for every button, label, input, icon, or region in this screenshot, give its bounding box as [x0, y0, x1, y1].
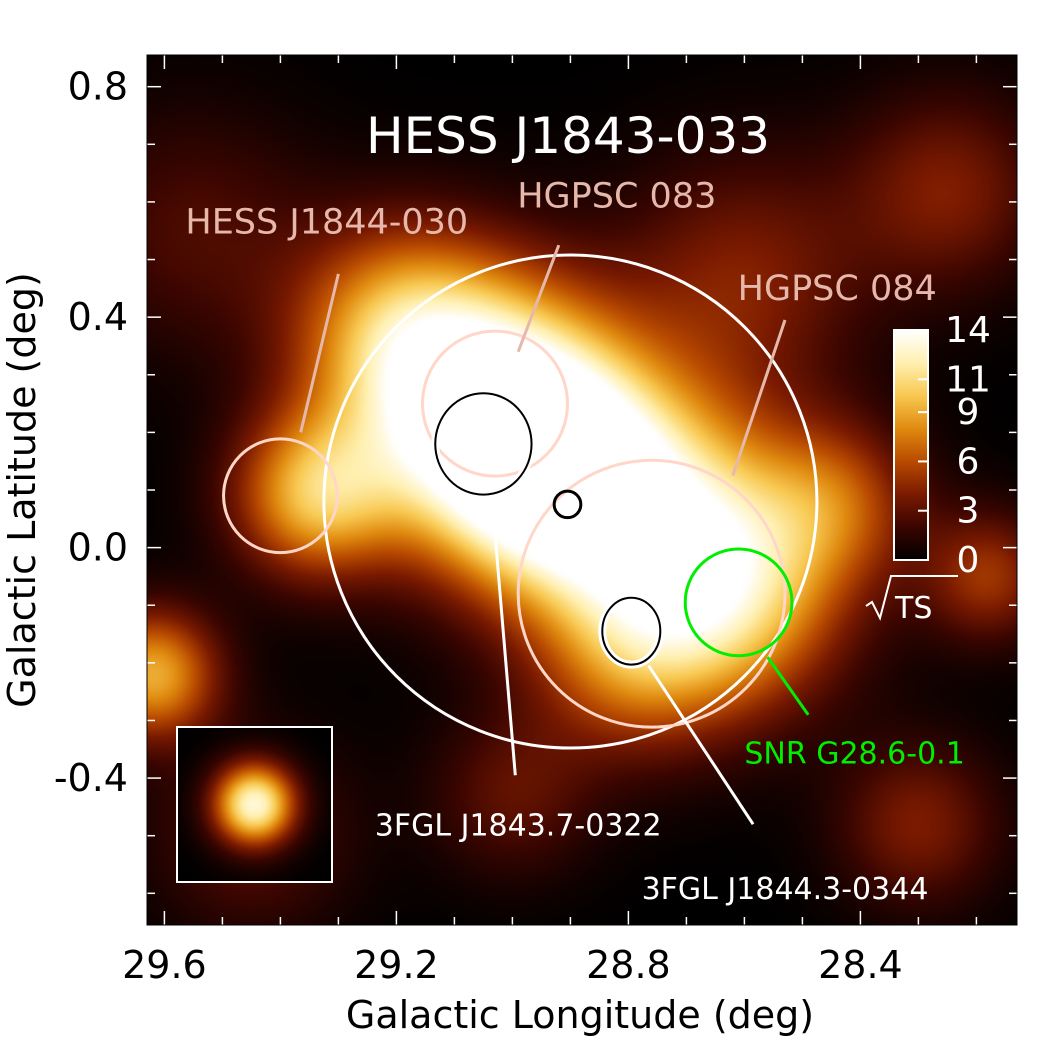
label-3fgl-j1844-3-0344: 3FGL J1844.3-0344 [642, 872, 929, 907]
plot-frame [146, 54, 1018, 926]
y-axis-label: Galactic Latitude (deg) [0, 272, 44, 708]
colorbar-label: TS [894, 591, 932, 626]
plot-title: HESS J1843-033 [366, 107, 770, 165]
region-hgpsc-083 [421, 329, 569, 478]
psf-inset-image [178, 728, 331, 881]
region-snr-g28-6-0-1 [683, 547, 794, 658]
leader-line-3fgl-j1843-7-0322 [490, 498, 517, 776]
x-tick-label: 28.4 [818, 943, 903, 987]
leader-line-hgpsc-083 [516, 244, 561, 353]
label-hgpsc-083: HGPSC 083 [517, 177, 716, 217]
leader-line-snr-g28-6-0-1 [766, 656, 810, 716]
leader-line-hgpsc-084 [731, 319, 787, 477]
y-tick-label: 0.0 [68, 526, 128, 570]
y-tick-label: 0.4 [68, 295, 128, 339]
label-hgpsc-084: HGPSC 084 [738, 269, 937, 309]
region-overlays [222, 253, 819, 750]
axis-ticks [147, 55, 1017, 925]
x-axis-label: Galactic Longitude (deg) [346, 993, 814, 1037]
y-tick-label: 0.8 [68, 65, 128, 109]
colorbar-tick-label: 9 [957, 392, 980, 433]
colorbar-scale [893, 329, 929, 561]
x-tick-label: 29.6 [122, 943, 207, 987]
y-tick-label: -0.4 [54, 756, 128, 800]
region-3fgl-j1843-7-0322 [434, 392, 533, 496]
leader-line-hess-j1844-030 [299, 273, 340, 433]
leader-line-3fgl-j1844-3-0344 [647, 664, 755, 825]
colorbar-tick-label: 14 [945, 310, 991, 351]
x-tick-label: 28.8 [586, 943, 671, 987]
colorbar-tick-label: 0 [957, 540, 980, 581]
source-annotations: HESS J1844-030 HGPSC 083 HGPSC 084 SNR G28.… [185, 177, 964, 907]
region-3fgl-j1844-3-0344 [601, 596, 662, 666]
region-unnamed-source [552, 489, 583, 520]
axis-tick-labels: 29.6 29.2 28.8 28.4 0.8 0.4 0.0 -0.4 [54, 65, 903, 987]
colorbar-tick-label: 6 [957, 441, 980, 482]
x-tick-label: 29.2 [354, 943, 439, 987]
label-3fgl-j1843-7-0322: 3FGL J1843.7-0322 [375, 809, 662, 844]
colorbar-ticks: 0 3 6 911 14 [918, 310, 991, 581]
plot-area: HESS J1844-030 HGPSC 083 HGPSC 084 SNR G28.… [146, 54, 1018, 926]
region-hess-j1844-030 [222, 437, 339, 555]
label-hess-j1844-030: HESS J1844-030 [185, 203, 468, 243]
region-hess-j1843-033 [322, 253, 819, 750]
colorbar: 0 3 6 911 14 TS [865, 310, 991, 626]
label-snr-g28-6-0-1: SNR G28.6-0.1 [744, 737, 964, 772]
colorbar-tick-label: 11 [945, 359, 991, 400]
region-hgpsc-084 [516, 458, 787, 729]
colorbar-tick-label: 3 [957, 491, 980, 532]
sqrt-symbol [865, 575, 958, 621]
